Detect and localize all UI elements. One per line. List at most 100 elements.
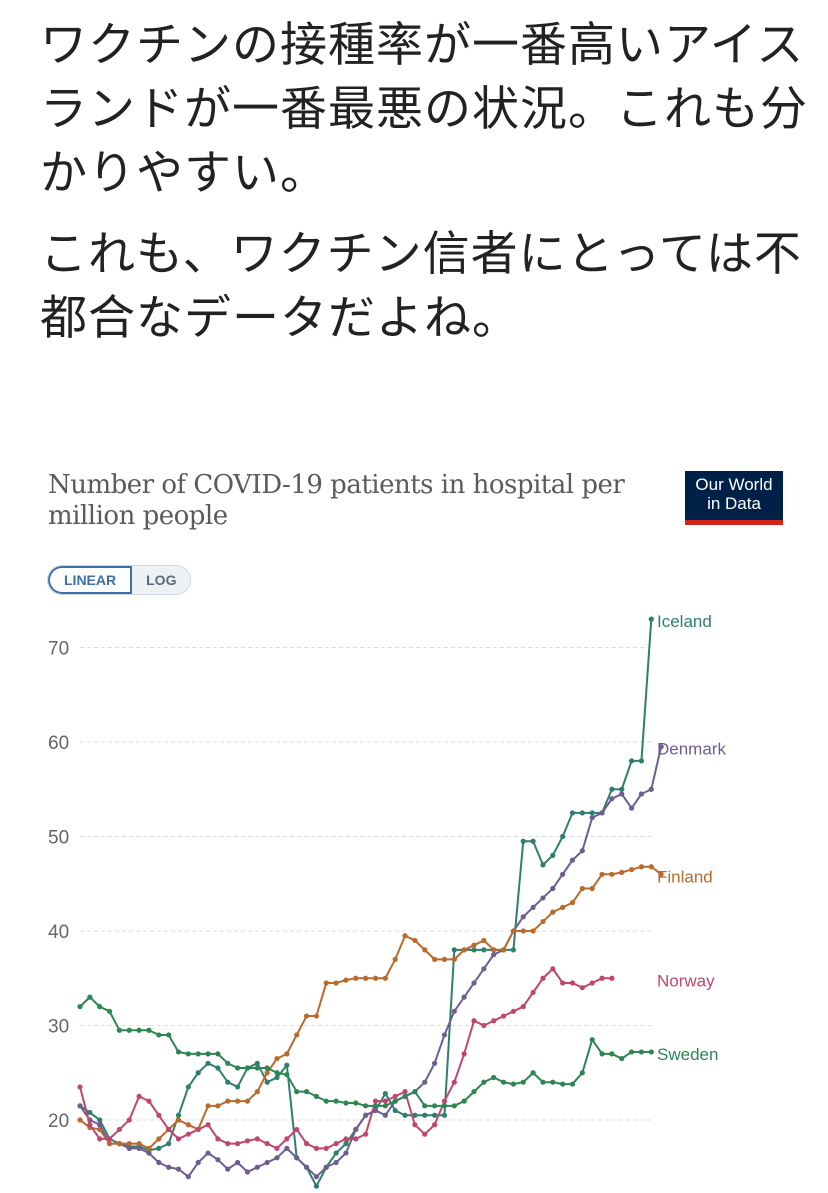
data-point-iceland-8 (156, 1145, 162, 1151)
data-point-sweden-14 (215, 1051, 221, 1057)
data-point-finland-23 (303, 1013, 310, 1019)
data-point-finland-19 (264, 1070, 270, 1076)
data-point-iceland-12 (195, 1070, 201, 1076)
data-point-norway-22 (294, 1126, 300, 1133)
data-point-denmark-41 (481, 966, 487, 972)
series-label-norway: Norway (657, 971, 715, 990)
data-point-norway-28 (353, 1136, 359, 1142)
data-point-iceland-44 (510, 947, 516, 953)
data-point-denmark-51 (579, 848, 585, 854)
data-point-iceland-55 (619, 786, 625, 792)
post-text: ワクチンの接種率が一番高いアイスランドが一番最悪の状況。これも分かりやすい。 こ… (40, 14, 810, 351)
data-point-finland-2 (97, 1126, 103, 1133)
data-point-denmark-27 (343, 1150, 349, 1156)
data-point-denmark-47 (540, 895, 546, 901)
data-point-iceland-51 (579, 810, 585, 816)
data-point-norway-44 (510, 1008, 516, 1014)
series-label-finland: Finland (657, 867, 713, 886)
data-point-denmark-9 (166, 1164, 172, 1170)
data-point-sweden-45 (520, 1079, 526, 1085)
data-point-norway-21 (284, 1136, 290, 1142)
data-point-finland-47 (540, 918, 546, 925)
y-tick-label-60: 60 (48, 733, 69, 754)
data-point-sweden-20 (274, 1070, 280, 1076)
y-tick-label-70: 70 (48, 639, 69, 660)
data-point-norway-38 (451, 1079, 457, 1085)
data-point-finland-29 (363, 975, 369, 981)
linear-scale-button[interactable]: LINEAR (48, 566, 133, 594)
data-point-finland-48 (550, 909, 556, 915)
data-point-sweden-21 (284, 1072, 290, 1078)
data-point-sweden-35 (422, 1103, 428, 1109)
data-point-norway-13 (205, 1122, 211, 1128)
data-point-finland-15 (225, 1098, 231, 1104)
data-point-norway-3 (106, 1136, 113, 1142)
data-point-iceland-18 (254, 1060, 260, 1066)
data-point-sweden-32 (392, 1098, 398, 1104)
data-point-denmark-49 (560, 871, 566, 877)
data-point-sweden-29 (363, 1103, 369, 1109)
data-point-norway-52 (589, 980, 595, 986)
data-point-iceland-38 (451, 947, 457, 953)
data-point-denmark-28 (353, 1126, 359, 1133)
data-point-iceland-24 (313, 1183, 319, 1189)
data-point-iceland-32 (392, 1107, 398, 1114)
data-point-denmark-55 (619, 791, 625, 797)
chart-title: Number of COVID-19 patients in hospital … (48, 470, 625, 531)
series-line-iceland (79, 619, 653, 1188)
data-point-finland-20 (274, 1055, 280, 1062)
data-point-sweden-51 (579, 1070, 585, 1076)
data-point-norway-48 (550, 966, 556, 972)
log-scale-button[interactable]: LOG (132, 566, 191, 594)
data-point-norway-40 (471, 1018, 477, 1024)
data-point-norway-34 (412, 1122, 418, 1128)
data-point-norway-45 (520, 1004, 526, 1010)
data-point-iceland-58 (648, 616, 654, 622)
data-point-finland-46 (530, 928, 536, 934)
data-point-finland-3 (106, 1141, 113, 1147)
series-label-iceland: Iceland (657, 612, 712, 631)
data-point-iceland-46 (530, 838, 536, 844)
data-point-norway-16 (235, 1141, 241, 1147)
data-point-sweden-39 (461, 1098, 467, 1104)
data-point-norway-26 (333, 1141, 339, 1147)
data-point-finland-54 (609, 871, 615, 877)
data-point-finland-52 (589, 885, 595, 892)
owid-logo[interactable]: Our World in Data (685, 471, 783, 525)
data-point-denmark-42 (491, 952, 497, 958)
data-point-norway-50 (569, 980, 576, 986)
data-point-denmark-21 (284, 1145, 290, 1151)
data-point-iceland-21 (284, 1062, 290, 1068)
data-point-iceland-56 (629, 758, 635, 764)
owid-logo-line-1: Our World (695, 475, 773, 494)
data-point-iceland-26 (333, 1150, 339, 1156)
data-point-sweden-56 (629, 1049, 635, 1055)
data-point-iceland-52 (589, 810, 595, 816)
data-point-iceland-57 (638, 758, 645, 764)
data-point-finland-24 (313, 1013, 319, 1019)
data-point-norway-32 (392, 1093, 398, 1099)
data-point-norway-30 (372, 1098, 379, 1104)
data-point-denmark-57 (638, 791, 645, 797)
data-point-norway-23 (303, 1141, 310, 1147)
chart-plot: 20 30 40 50 60 70 Iceland Denmark Finland Norway S… (48, 612, 726, 1189)
data-point-finland-25 (323, 980, 329, 986)
data-point-iceland-34 (412, 1112, 418, 1118)
data-point-iceland-14 (215, 1065, 221, 1071)
data-point-denmark-18 (254, 1164, 260, 1170)
data-point-sweden-3 (106, 1008, 113, 1014)
data-point-sweden-37 (441, 1103, 448, 1109)
scale-toggle: LINEAR LOG (47, 565, 192, 595)
data-point-denmark-37 (441, 1032, 448, 1038)
data-point-norway-15 (225, 1141, 231, 1147)
data-point-sweden-16 (235, 1065, 241, 1071)
data-point-norway-14 (215, 1136, 221, 1142)
data-point-iceland-13 (205, 1060, 211, 1066)
data-point-norway-41 (481, 1022, 487, 1029)
data-point-sweden-58 (648, 1049, 654, 1055)
data-point-sweden-42 (491, 1074, 497, 1081)
data-point-norway-20 (274, 1145, 280, 1151)
data-point-finland-39 (461, 947, 467, 953)
data-point-finland-16 (235, 1098, 241, 1104)
data-point-sweden-5 (126, 1027, 132, 1033)
